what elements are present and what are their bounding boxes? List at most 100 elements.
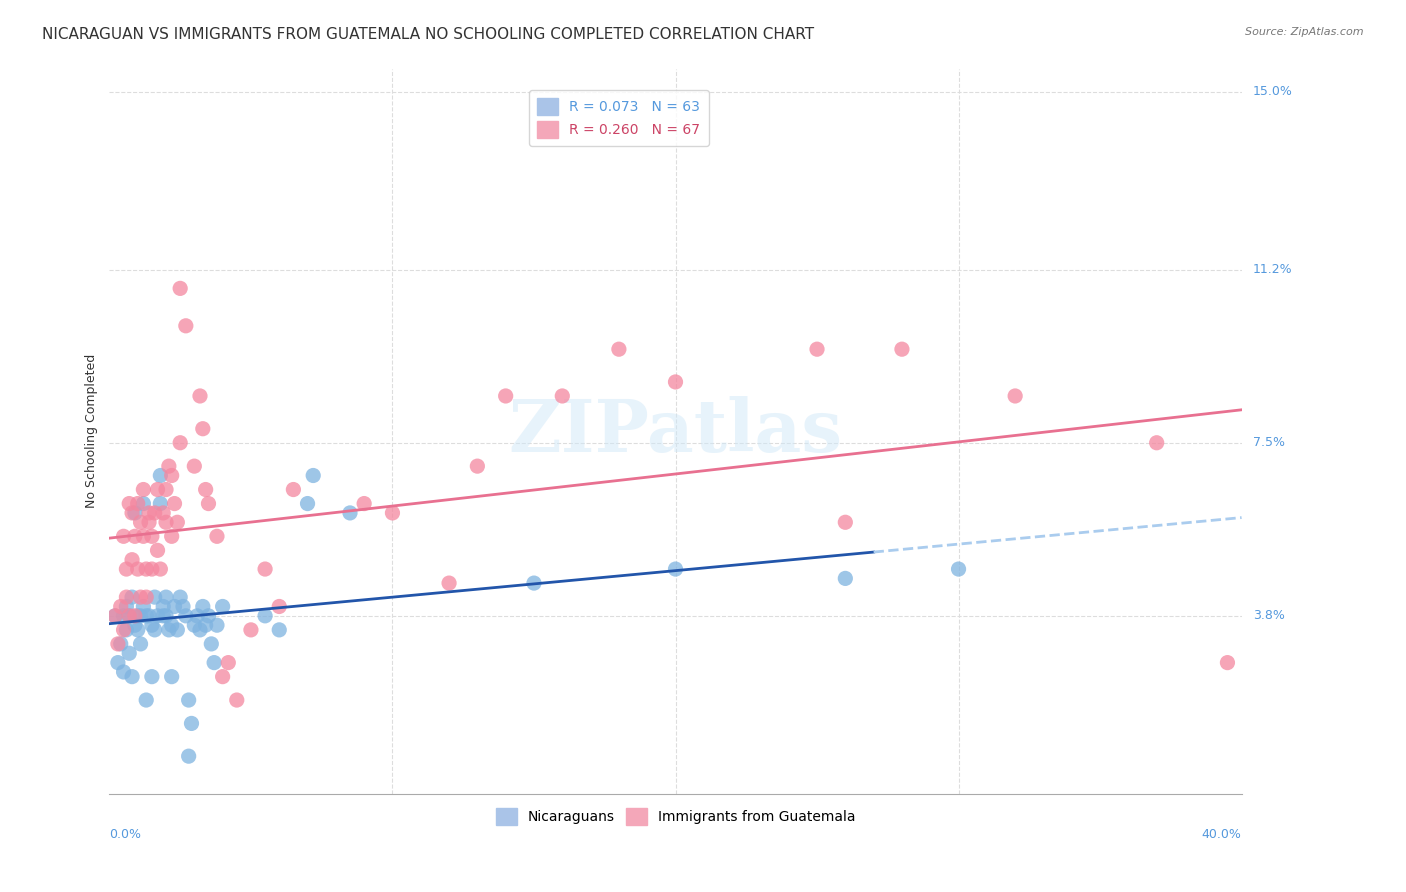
Point [160,529,183,543]
Point [143,590,166,604]
Point [115,599,138,614]
Point [118,646,141,660]
Point [115,623,138,637]
Point [155,608,177,623]
Point [155,590,177,604]
Point [121,590,143,604]
Point [194,483,217,497]
Point [174,608,197,623]
Point [121,506,143,520]
Point [381,506,404,520]
Point [166,516,188,530]
Point [197,608,219,623]
Point [152,608,174,623]
Point [112,608,135,623]
Point [118,608,141,623]
Point [141,562,163,576]
Point [254,608,277,623]
Point [1216,656,1239,670]
Text: 7.5%: 7.5% [1253,436,1285,450]
Point [437,576,460,591]
Point [205,618,228,632]
Point [107,656,129,670]
Point [138,608,160,623]
Point [197,497,219,511]
Point [174,318,197,333]
Point [160,468,183,483]
Point [127,608,149,623]
Point [155,483,177,497]
Point [112,665,135,679]
Point [211,670,233,684]
Point [129,608,152,623]
Point [141,618,163,632]
Point [157,459,180,474]
Point [269,623,291,637]
Point [239,623,262,637]
Point [143,506,166,520]
Point [194,618,217,632]
Point [124,506,146,520]
Point [132,529,155,543]
Point [188,389,211,403]
Point [169,281,191,295]
Y-axis label: No Schooling Completed: No Schooling Completed [86,354,98,508]
Point [141,529,163,543]
Point [110,637,132,651]
Point [225,693,247,707]
Point [132,483,155,497]
Point [152,599,174,614]
Point [188,623,211,637]
Point [180,716,202,731]
Point [551,389,574,403]
Point [169,435,191,450]
Point [129,637,152,651]
Point [353,497,375,511]
Point [160,670,183,684]
Point [135,608,157,623]
Point [191,599,214,614]
Point [177,693,200,707]
Point [890,342,912,356]
Point [143,623,166,637]
Point [1004,389,1026,403]
Point [283,483,305,497]
Text: 11.2%: 11.2% [1253,263,1292,277]
Point [129,590,152,604]
Point [172,599,194,614]
Point [149,468,172,483]
Point [124,529,146,543]
Point [183,459,205,474]
Text: 3.8%: 3.8% [1253,609,1285,623]
Point [169,590,191,604]
Point [834,571,856,585]
Point [200,637,222,651]
Point [191,422,214,436]
Point [118,608,141,623]
Text: 0.0%: 0.0% [110,829,142,841]
Point [186,608,208,623]
Point [183,618,205,632]
Point [339,506,361,520]
Point [121,552,143,566]
Point [115,562,138,576]
Point [607,342,630,356]
Point [948,562,970,576]
Point [141,670,163,684]
Point [467,459,489,474]
Point [115,590,138,604]
Point [127,562,149,576]
Point [138,506,160,520]
Point [124,618,146,632]
Point [121,670,143,684]
Point [110,599,132,614]
Point [664,375,686,389]
Point [211,599,233,614]
Point [254,562,277,576]
Text: 40.0%: 40.0% [1202,829,1241,841]
Legend: Nicaraguans, Immigrants from Guatemala: Nicaraguans, Immigrants from Guatemala [491,802,860,830]
Text: ZIPatlas: ZIPatlas [509,395,842,467]
Point [269,599,291,614]
Point [1146,435,1168,450]
Point [806,342,828,356]
